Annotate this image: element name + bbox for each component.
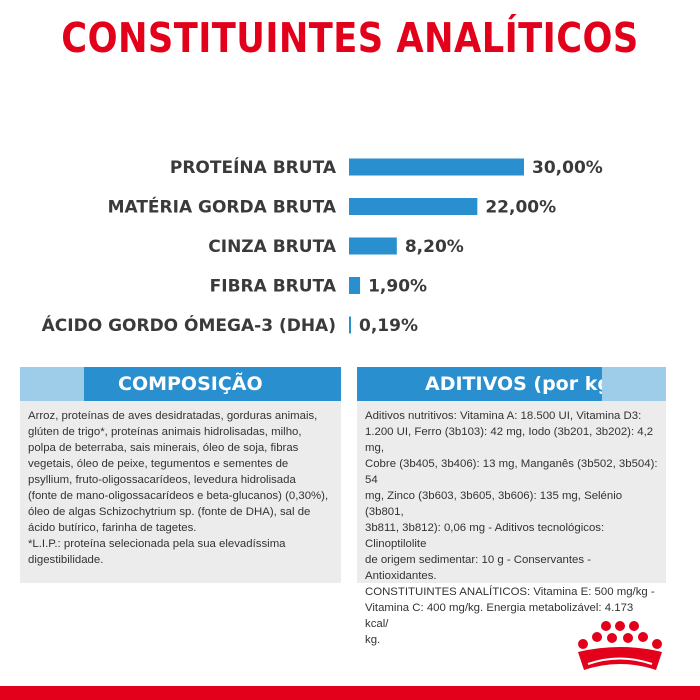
page-title: CONSTITUINTES ANALÍTICOS (61, 14, 639, 62)
additives-panel: Aditivos nutritivos: Vitamina A: 18.500 … (357, 401, 666, 646)
additives-text: Aditivos nutritivos: Vitamina A: 18.500 … (365, 410, 658, 646)
bar (349, 237, 397, 255)
additives-tab-accent (602, 367, 666, 401)
nutrient-bar-chart: PROTEÍNA BRUTA 30,00% MATÉRIA GORDA BRUTA 2… (42, 156, 603, 336)
bar (349, 277, 361, 294)
bar-category-label: ÁCIDO GORDO ÓMEGA-3 (DHA) (42, 314, 336, 336)
bar-value-label: 1,90% (368, 277, 427, 297)
bar-value-label: 0,19% (359, 316, 418, 336)
bar (349, 158, 524, 176)
bar (349, 198, 478, 215)
additives-tab: ADITIVOS (por kg) (357, 367, 666, 401)
composition-heading: COMPOSIÇÃO (118, 373, 263, 395)
bar-category-label: PROTEÍNA BRUTA (170, 156, 337, 178)
composition-tab: COMPOSIÇÃO (20, 367, 341, 401)
bar-category-label: FIBRA BRUTA (210, 277, 337, 297)
additives-heading: ADITIVOS (por kg) (425, 373, 620, 395)
bar-value-label: 22,00% (485, 198, 556, 218)
composition-tab-accent (20, 367, 84, 401)
bar-category-label: MATÉRIA GORDA BRUTA (108, 196, 337, 218)
bar (349, 316, 351, 334)
composition-panel: Arroz, proteínas de aves desidratadas, g… (20, 401, 341, 583)
crown-icon (578, 621, 662, 670)
bar-category-label: CINZA BRUTA (208, 237, 337, 257)
composition-text: Arroz, proteínas de aves desidratadas, g… (28, 410, 329, 566)
bottom-brand-bar (0, 686, 700, 700)
bar-value-label: 30,00% (532, 158, 603, 178)
bar-value-label: 8,20% (405, 237, 464, 257)
